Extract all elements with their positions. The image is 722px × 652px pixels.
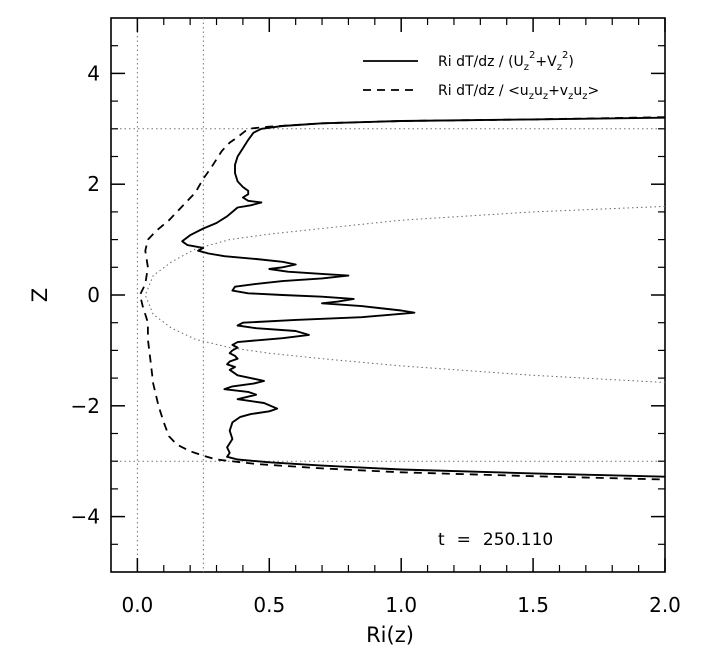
legend: Ri dT/dz / (Uz2+Vz2) Ri dT/dz / <uzuz+vz… — [363, 50, 599, 102]
y-tick-label: 4 — [87, 61, 100, 85]
legend-label-solid: Ri dT/dz / (Uz2+Vz2) — [438, 50, 574, 73]
y-tick-label: −2 — [71, 394, 100, 418]
series-line-dotted — [144, 205, 666, 383]
series-line-dashed — [139, 116, 666, 481]
x-axis-title: Ri(z) — [366, 623, 414, 647]
axis-ticks: 0.0 0.5 1.0 1.5 2.0 −4 −2 0 2 4 — [71, 18, 681, 617]
y-axis-title: Z — [28, 288, 52, 302]
series-line-solid — [181, 116, 666, 478]
y-tick-label: −4 — [71, 505, 100, 529]
y-tick-label: 0 — [87, 283, 100, 307]
y-tick-label: 2 — [87, 172, 100, 196]
x-tick-label: 1.0 — [385, 593, 417, 617]
x-tick-label: 0.0 — [121, 593, 153, 617]
series-layer — [139, 116, 666, 481]
x-tick-label: 1.5 — [517, 593, 549, 617]
x-tick-label: 2.0 — [649, 593, 681, 617]
x-tick-label: 0.5 — [253, 593, 285, 617]
time-annotation: t = 250.110 — [438, 530, 553, 550]
legend-label-dashed: Ri dT/dz / <uzuz+vzuz> — [438, 83, 599, 102]
